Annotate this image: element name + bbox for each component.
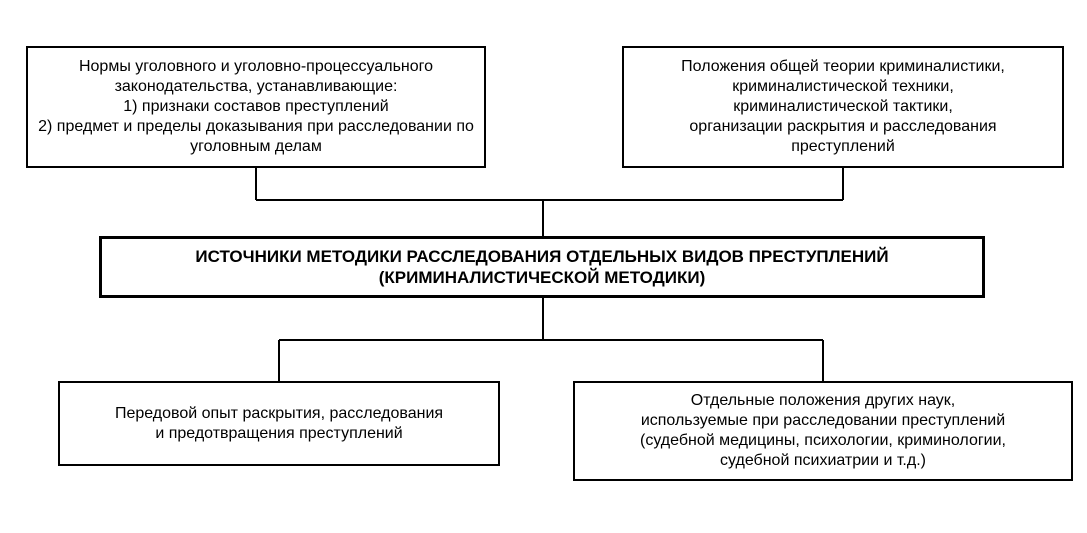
node-top-right: Положения общей теории криминалистики, к… (622, 46, 1064, 168)
node-bottom-right-line-4: судебной психиатрии и т.д.) (720, 451, 926, 471)
connector-top-left-drop (255, 168, 257, 200)
node-top-left-header: Нормы уголовного и уголовно-процессуальн… (38, 57, 474, 97)
node-bottom-right-line-1: Отдельные положения других наук, (691, 391, 956, 411)
node-top-right-line-1: Положения общей теории криминалистики, (681, 57, 1005, 77)
node-bottom-left-line-1: Передовой опыт раскрытия, расследования (115, 404, 443, 424)
node-center-line-2: (КРИМИНАЛИСТИЧЕСКОЙ МЕТОДИКИ) (379, 267, 706, 288)
connector-bottom-center-drop (542, 298, 544, 340)
node-top-left-item-1: 1) признаки составов преступлений (123, 97, 389, 117)
node-bottom-right-line-2: используемые при расследовании преступле… (641, 411, 1005, 431)
node-bottom-right-line-3: (судебной медицины, психологии, криминол… (640, 431, 1006, 451)
connector-top-center-drop (542, 200, 544, 236)
connector-top-horiz (256, 199, 843, 201)
node-top-right-line-4: организации раскрытия и расследования (689, 117, 996, 137)
node-top-left: Нормы уголовного и уголовно-процессуальн… (26, 46, 486, 168)
node-top-right-line-3: криминалистической тактики, (733, 97, 953, 117)
connector-top-right-drop (842, 168, 844, 200)
connector-bottom-horiz (279, 339, 823, 341)
connector-bottom-left-drop (278, 340, 280, 381)
node-center: ИСТОЧНИКИ МЕТОДИКИ РАССЛЕДОВАНИЯ ОТДЕЛЬН… (99, 236, 985, 298)
connector-bottom-right-drop (822, 340, 824, 381)
node-top-right-line-5: преступлений (791, 137, 895, 157)
node-center-line-1: ИСТОЧНИКИ МЕТОДИКИ РАССЛЕДОВАНИЯ ОТДЕЛЬН… (195, 246, 888, 267)
node-bottom-right: Отдельные положения других наук, использ… (573, 381, 1073, 481)
node-bottom-left: Передовой опыт раскрытия, расследования … (58, 381, 500, 466)
node-bottom-left-line-2: и предотвращения преступлений (155, 424, 402, 444)
node-top-left-item-2: 2) предмет и пределы доказывания при рас… (38, 117, 474, 157)
node-top-right-line-2: криминалистической техники, (732, 77, 954, 97)
